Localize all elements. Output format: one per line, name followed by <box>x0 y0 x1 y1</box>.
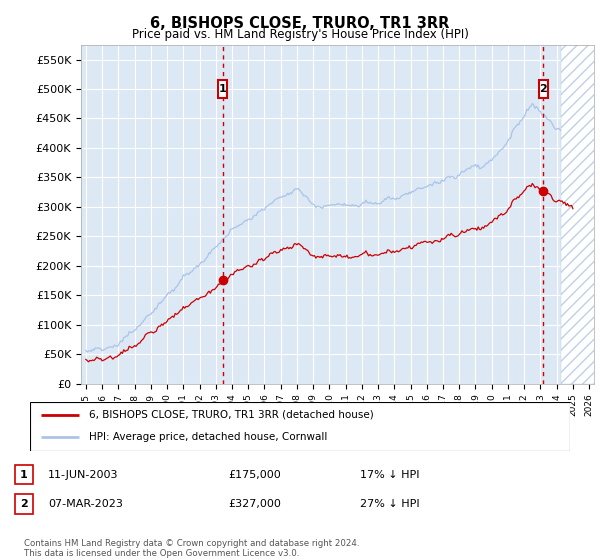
Text: 17% ↓ HPI: 17% ↓ HPI <box>360 470 419 480</box>
Text: 2: 2 <box>539 84 547 94</box>
Text: 11-JUN-2003: 11-JUN-2003 <box>48 470 119 480</box>
Text: 1: 1 <box>20 470 28 480</box>
Text: Price paid vs. HM Land Registry's House Price Index (HPI): Price paid vs. HM Land Registry's House … <box>131 28 469 41</box>
Bar <box>561 45 600 384</box>
Text: 07-MAR-2023: 07-MAR-2023 <box>48 499 123 509</box>
Text: 6, BISHOPS CLOSE, TRURO, TR1 3RR: 6, BISHOPS CLOSE, TRURO, TR1 3RR <box>151 16 449 31</box>
Text: Contains HM Land Registry data © Crown copyright and database right 2024.
This d: Contains HM Land Registry data © Crown c… <box>24 539 359 558</box>
Text: 1: 1 <box>219 84 227 94</box>
Text: £175,000: £175,000 <box>228 470 281 480</box>
Text: £327,000: £327,000 <box>228 499 281 509</box>
Text: 2: 2 <box>20 499 28 509</box>
FancyBboxPatch shape <box>30 402 570 451</box>
Text: HPI: Average price, detached house, Cornwall: HPI: Average price, detached house, Corn… <box>89 432 328 442</box>
FancyBboxPatch shape <box>539 80 548 98</box>
Text: 6, BISHOPS CLOSE, TRURO, TR1 3RR (detached house): 6, BISHOPS CLOSE, TRURO, TR1 3RR (detach… <box>89 410 374 420</box>
Bar <box>561 45 600 384</box>
Text: 27% ↓ HPI: 27% ↓ HPI <box>360 499 419 509</box>
FancyBboxPatch shape <box>218 80 227 98</box>
